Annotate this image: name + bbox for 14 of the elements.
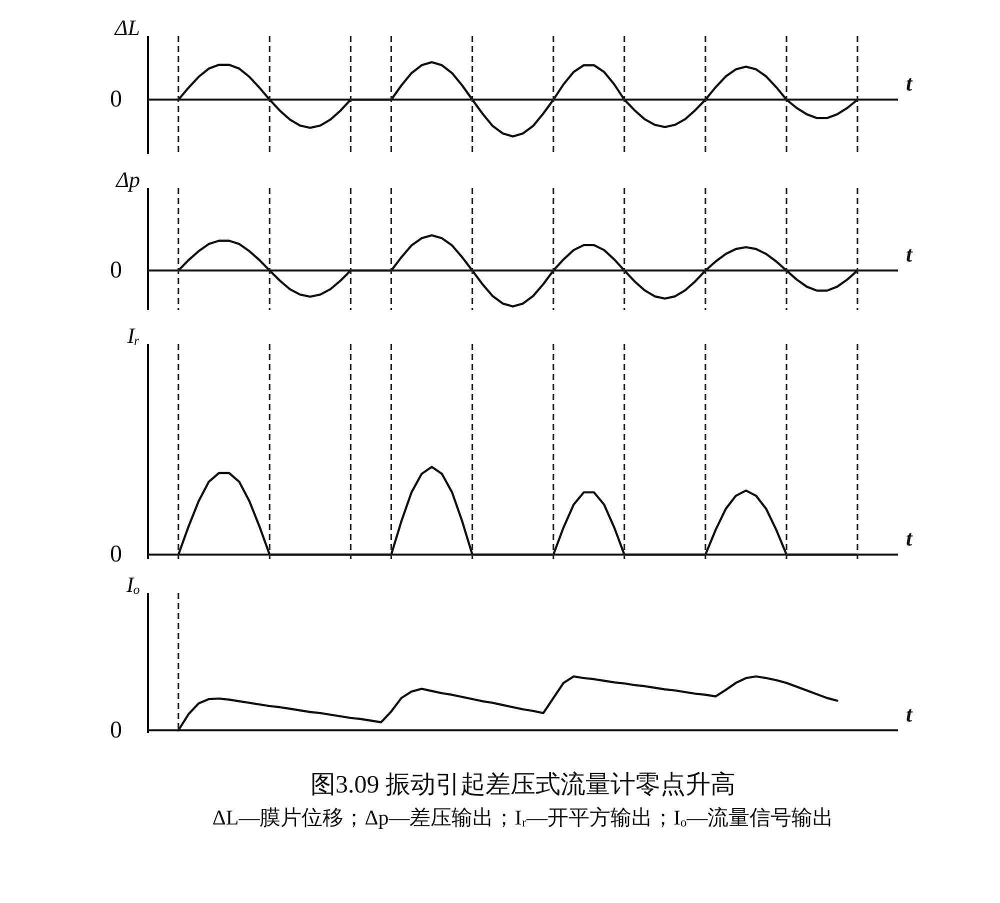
y-axis-title: Iₒ <box>125 572 140 597</box>
x-axis-title: t <box>906 701 913 726</box>
text: 0 <box>110 86 122 113</box>
y-axis-title: ΔL <box>114 15 140 40</box>
text: 0 <box>110 542 122 568</box>
text: 图3.09 振动引起差压式流量计零点升高 <box>310 770 736 798</box>
y-axis-title: Δp <box>115 167 140 192</box>
x-axis-title: t <box>906 526 913 551</box>
text: 0 <box>110 258 122 284</box>
x-axis-title: t <box>906 242 913 267</box>
text: ΔL—膜片位移；Δp—差压输出；Iᵣ—开平方输出；Iₒ—流量信号输出 <box>212 805 834 830</box>
x-axis-title: t <box>906 70 913 96</box>
text: 0 <box>110 717 122 744</box>
y-axis-title: Iᵣ <box>126 323 140 348</box>
